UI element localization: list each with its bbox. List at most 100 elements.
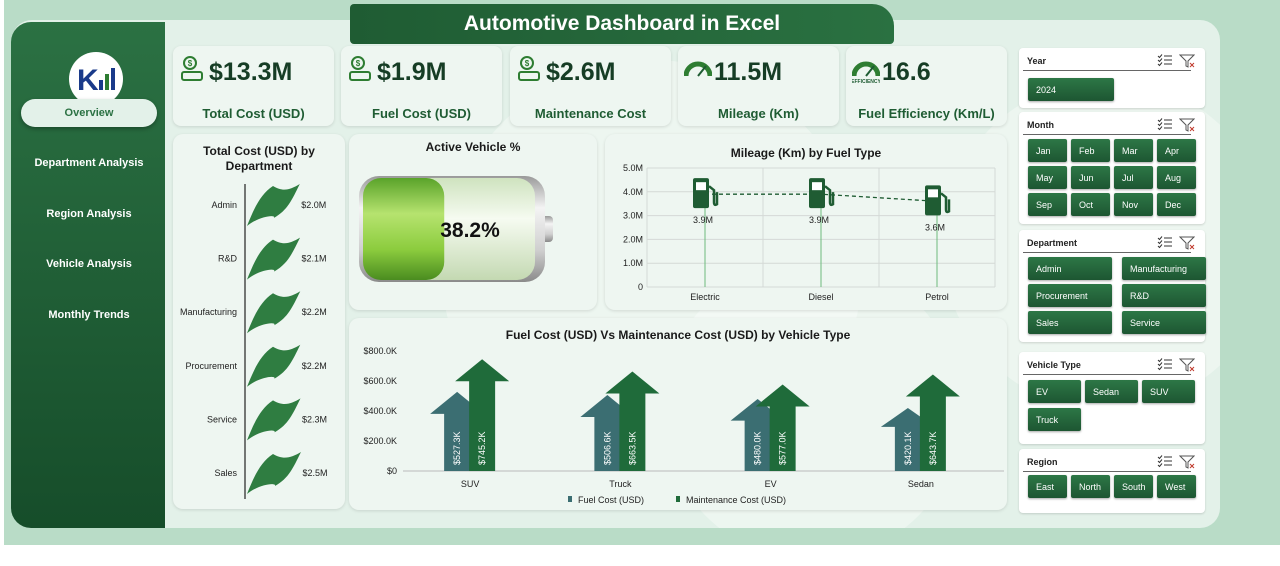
kpi-card: EFFICIENCY 16.6 Fuel Efficiency (Km/L)	[846, 46, 1007, 126]
maintenance-icon: $	[518, 56, 540, 81]
slicer-option[interactable]: Feb	[1071, 139, 1110, 162]
cost-category-label: SUV	[461, 479, 480, 489]
mileage-ytick-label: 2.0M	[623, 234, 643, 244]
fuel-pump-icon	[693, 178, 719, 209]
mileage-category-label: Electric	[690, 292, 720, 302]
dept-bar	[247, 398, 301, 441]
clear-filter-icon[interactable]	[1179, 54, 1195, 68]
slicer-option[interactable]: Mar	[1114, 139, 1153, 162]
kpi-card: $ $2.6M Maintenance Cost	[510, 46, 671, 126]
active-vehicle-title: Active Vehicle %	[425, 140, 521, 154]
slicer-divider	[1023, 252, 1191, 253]
slicer-option[interactable]: Jun	[1071, 166, 1110, 189]
dept-category-label: R&D	[218, 254, 238, 264]
multi-select-icon[interactable]	[1157, 54, 1173, 68]
multi-select-icon[interactable]	[1157, 118, 1173, 132]
slicer-option[interactable]: Manufacturing	[1122, 257, 1206, 280]
mileage-data-label: 3.9M	[809, 215, 829, 225]
clear-filter-icon[interactable]	[1179, 118, 1195, 132]
slicer-title: Region	[1027, 457, 1058, 467]
slicer-title: Year	[1027, 56, 1047, 66]
efficiency-icon: EFFICIENCY	[852, 61, 880, 84]
dept-bar-label: $2.2M	[302, 361, 327, 371]
legend-label: Fuel Cost (USD)	[578, 495, 644, 505]
dept-category-label: Service	[207, 414, 237, 424]
slicer-option[interactable]: Sales	[1028, 311, 1112, 334]
battery-gauge: 38.2%	[359, 176, 553, 282]
slicer-department: Department Admin Manufacturing Procurement R…	[1019, 230, 1206, 342]
slicer-option[interactable]: SUV	[1142, 380, 1195, 403]
slicer-option[interactable]: EV	[1028, 380, 1081, 403]
dept-bar-label: $2.2M	[302, 307, 327, 317]
slicer-option[interactable]: East	[1028, 475, 1067, 498]
multi-select-icon[interactable]	[1157, 455, 1173, 469]
slicer-option[interactable]: Nov	[1114, 193, 1153, 216]
slicer-region: Region East North South West	[1019, 449, 1205, 513]
kpi-value: 16.6	[882, 58, 931, 86]
svg-text:$: $	[188, 59, 193, 68]
slicer-option[interactable]: May	[1028, 166, 1067, 189]
fuel-pump-icon	[809, 178, 835, 209]
mileage-category-label: Diesel	[808, 292, 833, 302]
cost-ytick-label: $800.0K	[363, 346, 397, 356]
slicer-title: Department	[1027, 238, 1078, 248]
slicer-option[interactable]: Jan	[1028, 139, 1067, 162]
slicer-option[interactable]: Aug	[1157, 166, 1196, 189]
dept-bar	[247, 184, 300, 226]
cost-ytick-label: $400.0K	[363, 406, 397, 416]
slicer-option[interactable]: Oct	[1071, 193, 1110, 216]
kpi-value: $1.9M	[377, 58, 447, 86]
slicer-option[interactable]: Truck	[1028, 408, 1081, 431]
slicer-divider	[1023, 134, 1191, 135]
slicer-option[interactable]: 2024	[1028, 78, 1114, 101]
slicer-option[interactable]: Dec	[1157, 193, 1196, 216]
cost-ytick-label: $0	[387, 466, 397, 476]
kpi-value: 11.5M	[714, 58, 783, 86]
slicer-option[interactable]: Admin	[1028, 257, 1112, 280]
dept-bar-label: $2.5M	[302, 468, 327, 478]
clear-filter-icon[interactable]	[1179, 455, 1195, 469]
company-logo: K	[69, 52, 123, 106]
kpi-card: 11.5M Mileage (Km)	[678, 46, 839, 126]
multi-select-icon[interactable]	[1157, 236, 1173, 250]
slicer-option[interactable]: Service	[1122, 311, 1206, 334]
nav-item-department-analysis[interactable]: Department Analysis	[34, 157, 144, 169]
nav-item-region-analysis[interactable]: Region Analysis	[46, 208, 132, 220]
gauge-icon	[684, 61, 712, 77]
cost-ytick-label: $200.0K	[363, 436, 397, 446]
dept-category-label: Sales	[214, 468, 237, 478]
cost-comparison-chart: $0 $200.0K $400.0K $600.0K $800.0K $527.3K $74…	[363, 346, 1004, 505]
slicer-divider	[1023, 374, 1191, 375]
maintenance-cost-bar	[455, 359, 510, 471]
page-title: Automotive Dashboard in Excel	[350, 4, 894, 44]
dept-category-label: Procurement	[185, 361, 237, 371]
nav-item-monthly-trends[interactable]: Monthly Trends	[48, 309, 130, 321]
slicer-option[interactable]: Sedan	[1085, 380, 1138, 403]
kpi-card: $ $1.9M Fuel Cost (USD)	[341, 46, 502, 126]
slicer-title: Month	[1027, 120, 1054, 130]
slicer-option[interactable]: Sep	[1028, 193, 1067, 216]
slicer-option[interactable]: North	[1071, 475, 1110, 498]
slicer-option[interactable]: Procurement	[1028, 284, 1112, 307]
mileage-data-label: 3.9M	[693, 215, 713, 225]
nav-item-vehicle-analysis[interactable]: Vehicle Analysis	[46, 258, 132, 270]
nav-item-overview[interactable]: Overview	[21, 99, 157, 127]
slicer-option[interactable]: West	[1157, 475, 1196, 498]
svg-text:$: $	[356, 59, 361, 68]
clear-filter-icon[interactable]	[1179, 358, 1195, 372]
slicer-option[interactable]: South	[1114, 475, 1153, 498]
slicer-option[interactable]: Jul	[1114, 166, 1153, 189]
mileage-ytick-label: 4.0M	[623, 187, 643, 197]
clear-filter-icon[interactable]	[1179, 236, 1195, 250]
dept-bar	[247, 291, 301, 334]
slicer-option[interactable]: R&D	[1122, 284, 1206, 307]
mileage-category-label: Petrol	[925, 292, 949, 302]
cost-bar-label: $506.6K	[602, 431, 612, 465]
slicer-option[interactable]: Apr	[1157, 139, 1196, 162]
multi-select-icon[interactable]	[1157, 358, 1173, 372]
cost-bar-label: $643.7K	[928, 431, 938, 465]
cost-comparison-panel: Fuel Cost (USD) Vs Maintenance Cost (USD…	[349, 318, 1007, 510]
kpi-label: Fuel Cost (USD)	[372, 106, 471, 121]
svg-text:EFFICIENCY: EFFICIENCY	[852, 79, 880, 84]
slicer-vehicle-type: Vehicle Type EV Sedan SUV Truck	[1019, 352, 1205, 444]
